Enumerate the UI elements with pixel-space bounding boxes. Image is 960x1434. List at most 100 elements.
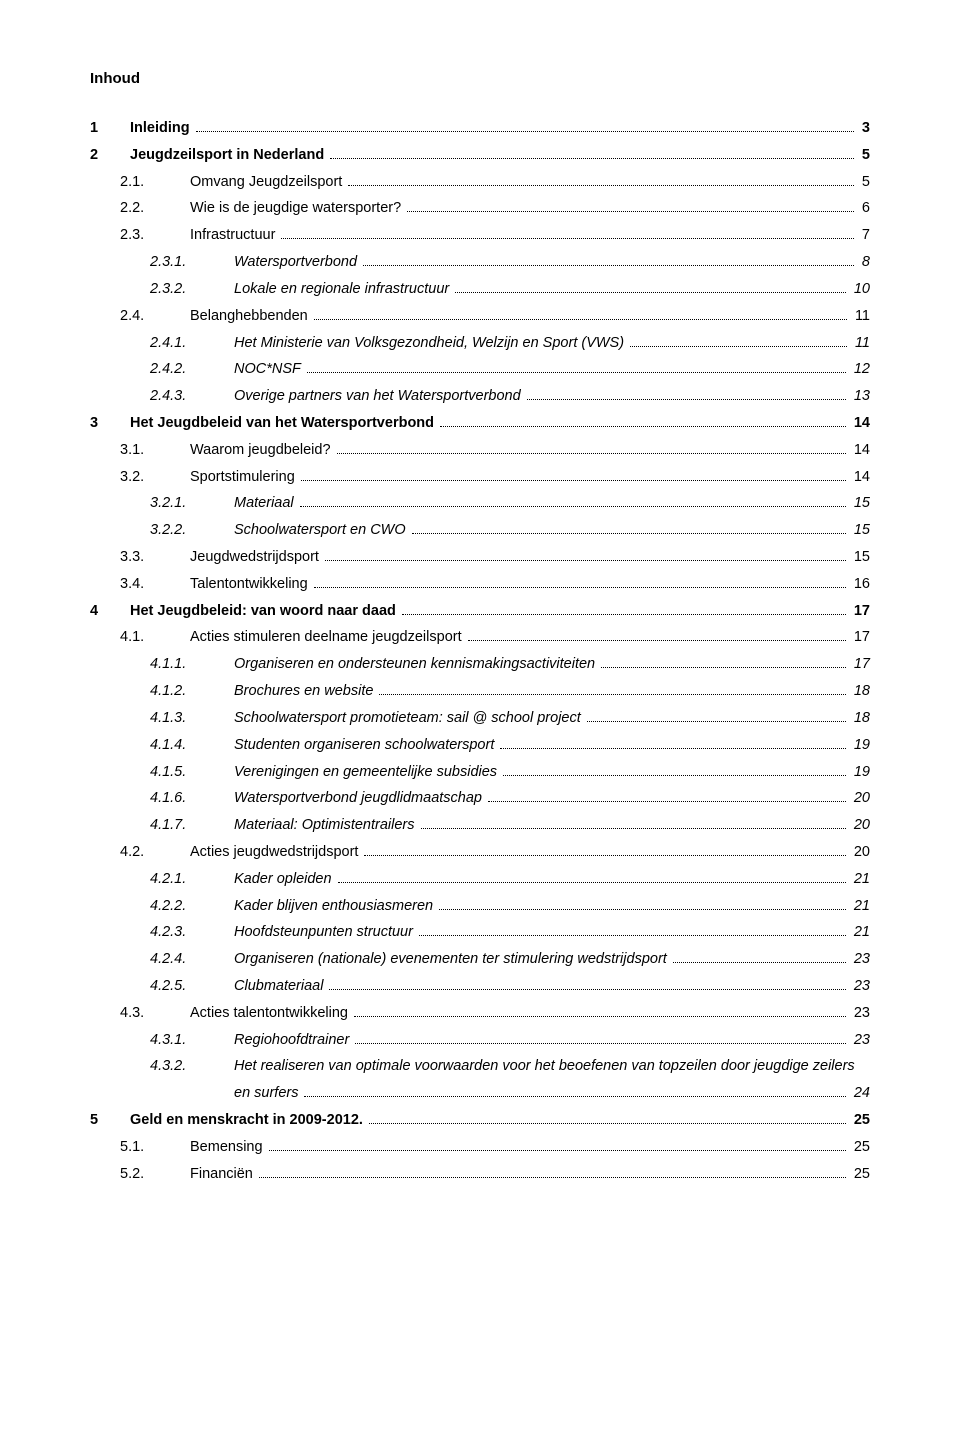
toc-dot-leader xyxy=(304,1096,845,1097)
toc-entry-page: 19 xyxy=(850,759,870,786)
toc-entry-page: 17 xyxy=(850,598,870,625)
toc-list: 1Inleiding32Jeugdzeilsport in Nederland5… xyxy=(90,115,870,1188)
toc-entry-page: 17 xyxy=(850,651,870,678)
toc-entry: 2.4.1.Het Ministerie van Volksgezondheid… xyxy=(90,330,870,357)
toc-entry: 4.2.3.Hoofdsteunpunten structuur21 xyxy=(90,919,870,946)
toc-entry-text: Schoolwatersport en CWO xyxy=(234,517,406,544)
toc-entry: 4.2.4.Organiseren (nationale) evenemente… xyxy=(90,946,870,973)
toc-entry-page: 7 xyxy=(858,222,870,249)
toc-entry-text: Studenten organiseren schoolwatersport xyxy=(234,732,494,759)
toc-dot-leader xyxy=(259,1177,846,1178)
toc-dot-leader xyxy=(440,426,846,427)
toc-entry-number: 3 xyxy=(90,410,130,437)
toc-entry-text: Omvang Jeugdzeilsport xyxy=(190,169,342,196)
toc-dot-leader xyxy=(269,1150,846,1151)
toc-entry-number: 4.3.1. xyxy=(150,1027,234,1054)
toc-entry-page: 14 xyxy=(850,410,870,437)
toc-entry: 3.4.Talentontwikkeling16 xyxy=(90,571,870,598)
toc-dot-leader xyxy=(587,721,846,722)
toc-entry-page: 8 xyxy=(858,249,870,276)
toc-entry-page: 14 xyxy=(850,464,870,491)
toc-entry-number: 2.4.1. xyxy=(150,330,234,357)
toc-entry-number: 4.2.1. xyxy=(150,866,234,893)
toc-entry-text: Organiseren en ondersteunen kennismaking… xyxy=(234,651,595,678)
toc-entry: 4.2.1.Kader opleiden 21 xyxy=(90,866,870,893)
toc-entry-number: 3.3. xyxy=(120,544,190,571)
toc-entry-text: Materiaal: Optimistentrailers xyxy=(234,812,415,839)
toc-entry: 2.4.Belanghebbenden11 xyxy=(90,303,870,330)
toc-entry-text: Talentontwikkeling xyxy=(190,571,308,598)
toc-entry-page: 12 xyxy=(850,356,870,383)
toc-entry-text: Acties stimuleren deelname jeugdzeilspor… xyxy=(190,624,462,651)
toc-entry-page: 24 xyxy=(850,1080,870,1107)
toc-entry: 2.2.Wie is de jeugdige watersporter?6 xyxy=(90,195,870,222)
toc-entry: 2.4.3.Overige partners van het Waterspor… xyxy=(90,383,870,410)
toc-entry-number: 3.2.1. xyxy=(150,490,234,517)
toc-entry-number: 3.2.2. xyxy=(150,517,234,544)
toc-entry: 3.1.Waarom jeugdbeleid?14 xyxy=(90,437,870,464)
toc-dot-leader xyxy=(281,238,854,239)
toc-dot-leader xyxy=(412,533,846,534)
toc-entry-text: Brochures en website xyxy=(234,678,373,705)
toc-entry-page: 15 xyxy=(850,517,870,544)
toc-entry-number: 5 xyxy=(90,1107,130,1134)
toc-dot-leader xyxy=(338,882,846,883)
toc-entry-number: 4.2. xyxy=(120,839,190,866)
toc-entry-text: Acties jeugdwedstrijdsport xyxy=(190,839,358,866)
toc-entry-page: 18 xyxy=(850,705,870,732)
toc-entry: 3.2.Sportstimulering14 xyxy=(90,464,870,491)
toc-entry-page: 25 xyxy=(850,1107,870,1134)
toc-entry: 2.1.Omvang Jeugdzeilsport5 xyxy=(90,169,870,196)
toc-entry-text: Geld en menskracht in 2009-2012. xyxy=(130,1107,363,1134)
toc-entry-number: 2.3.1. xyxy=(150,249,234,276)
toc-entry-page: 11 xyxy=(851,330,870,357)
toc-entry-text: Het realiseren van optimale voorwaarden … xyxy=(234,1058,855,1074)
toc-entry-number: 3.4. xyxy=(120,571,190,598)
toc-entry-page: 20 xyxy=(850,785,870,812)
toc-entry: 4.1.4.Studenten organiseren schoolwaters… xyxy=(90,732,870,759)
toc-dot-leader xyxy=(503,775,846,776)
toc-dot-leader xyxy=(355,1043,846,1044)
toc-entry-page: 23 xyxy=(850,973,870,1000)
toc-dot-leader xyxy=(301,480,846,481)
toc-entry-page: 5 xyxy=(858,142,870,169)
toc-dot-leader xyxy=(630,346,847,347)
toc-entry: 4.3.Acties talentontwikkeling23 xyxy=(90,1000,870,1027)
toc-dot-leader xyxy=(354,1016,846,1017)
toc-entry-text: Wie is de jeugdige watersporter? xyxy=(190,195,401,222)
toc-entry-text: Lokale en regionale infrastructuur xyxy=(234,276,449,303)
toc-entry-text: Financiën xyxy=(190,1161,253,1188)
toc-entry-number: 2 xyxy=(90,142,130,169)
toc-entry-number: 4.1. xyxy=(120,624,190,651)
toc-entry-page: 18 xyxy=(850,678,870,705)
toc-entry-text: Kader opleiden xyxy=(234,866,332,893)
toc-entry-text: Jeugdwedstrijdsport xyxy=(190,544,319,571)
toc-entry-text: Watersportverbond jeugdlidmaatschap xyxy=(234,785,482,812)
toc-entry-number: 2.3.2. xyxy=(150,276,234,303)
toc-entry-page: 15 xyxy=(850,544,870,571)
toc-dot-leader xyxy=(348,185,854,186)
toc-entry-number: 4.1.3. xyxy=(150,705,234,732)
toc-entry-text: Inleiding xyxy=(130,115,190,142)
toc-dot-leader xyxy=(363,265,854,266)
toc-dot-leader xyxy=(379,694,845,695)
toc-entry-text: Het Ministerie van Volksgezondheid, Welz… xyxy=(234,330,624,357)
toc-entry-text: Het Jeugdbeleid: van woord naar daad xyxy=(130,598,396,625)
toc-entry-text: Materiaal xyxy=(234,490,294,517)
toc-entry: 4.1.5.Verenigingen en gemeentelijke subs… xyxy=(90,759,870,786)
toc-entry-text: Schoolwatersport promotieteam: sail @ sc… xyxy=(234,705,581,732)
toc-entry-number: 4.1.5. xyxy=(150,759,234,786)
toc-dot-leader xyxy=(300,506,846,507)
toc-entry-number: 5.1. xyxy=(120,1134,190,1161)
toc-entry-number: 4 xyxy=(90,598,130,625)
toc-entry-text: Infrastructuur xyxy=(190,222,275,249)
toc-entry-number: 3.1. xyxy=(120,437,190,464)
toc-dot-leader xyxy=(455,292,846,293)
toc-entry-page: 14 xyxy=(850,437,870,464)
toc-dot-leader xyxy=(500,748,846,749)
toc-entry: 3.3.Jeugdwedstrijdsport 15 xyxy=(90,544,870,571)
toc-entry: 4.3.1.Regiohoofdtrainer23 xyxy=(90,1027,870,1054)
toc-entry-page: 21 xyxy=(850,866,870,893)
toc-entry: 4.1.7.Materiaal: Optimistentrailers20 xyxy=(90,812,870,839)
toc-entry-text: Belanghebbenden xyxy=(190,303,308,330)
